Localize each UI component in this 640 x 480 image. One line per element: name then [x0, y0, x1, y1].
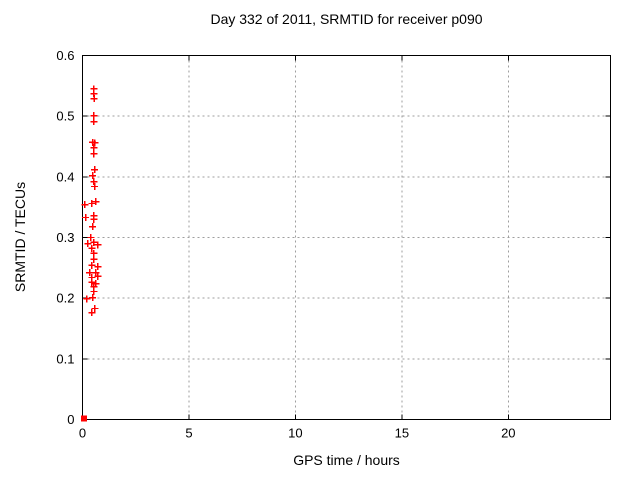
x-tick-label: 15 [395, 426, 409, 441]
plot-border [82, 55, 611, 420]
data-point-marker [91, 139, 99, 147]
data-point-marker [92, 198, 100, 206]
data-point-marker [91, 304, 99, 312]
data-point-marker [88, 309, 96, 317]
data-point-marker [91, 166, 99, 174]
data-point-marker [88, 244, 96, 252]
data-point-marker [90, 150, 98, 158]
y-tick-label: 0.5 [56, 109, 74, 124]
data-point-marker [87, 234, 95, 241]
data-point-marker [90, 144, 98, 152]
chart-title: Day 332 of 2011, SRMTID for receiver p09… [210, 11, 483, 27]
data-point-marker [92, 269, 100, 277]
y-tick-label: 0.1 [56, 351, 74, 366]
data-point-marker [89, 223, 97, 231]
data-point-marker [89, 294, 97, 302]
data-point-marker [90, 178, 98, 186]
y-tick-label: 0.2 [56, 291, 74, 306]
data-point-marker [90, 112, 98, 120]
data-point-marker [81, 201, 89, 209]
x-tick-label: 10 [288, 426, 302, 441]
data-point-marker [90, 255, 98, 263]
data-point-marker [91, 183, 99, 191]
data-point-marker [90, 238, 98, 246]
data-point-marker [89, 172, 97, 180]
data-point-marker [90, 95, 98, 103]
data-point-marker [82, 213, 90, 221]
x-tick-label: 0 [79, 426, 86, 441]
x-tick-label: 5 [185, 426, 192, 441]
data-point-marker [90, 287, 98, 295]
y-tick-label: 0.3 [56, 230, 74, 245]
data-point-marker [84, 240, 92, 248]
data-point-marker [88, 200, 96, 208]
data-point-marker [94, 272, 102, 280]
data-point-marker [90, 118, 98, 126]
data-point-marker [90, 215, 98, 223]
data-point-marker [94, 263, 102, 271]
y-tick-label: 0.6 [56, 48, 74, 63]
x-tick-label: 20 [501, 426, 515, 441]
data-point-marker [88, 278, 96, 286]
data-point-marker [90, 249, 98, 257]
y-tick-label: 0 [67, 412, 74, 427]
data-point-marker [86, 269, 94, 277]
data-point-marker [83, 295, 91, 303]
y-tick-label: 0.4 [56, 169, 74, 184]
data-point-marker [81, 415, 88, 422]
x-axis-label: GPS time / hours [293, 452, 400, 468]
data-point-marker [94, 241, 102, 249]
data-point-marker [88, 261, 96, 269]
